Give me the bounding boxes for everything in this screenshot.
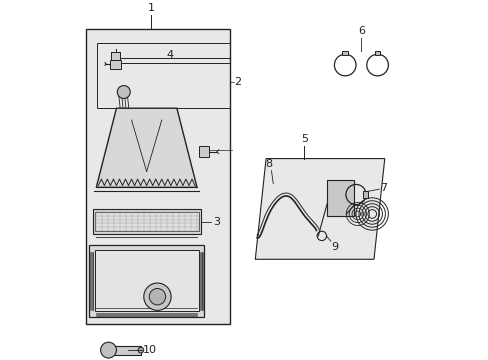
Text: 6: 6 xyxy=(357,26,364,36)
Text: 4: 4 xyxy=(166,50,173,60)
Circle shape xyxy=(138,347,143,353)
Bar xyxy=(374,51,380,55)
Text: 10: 10 xyxy=(143,345,157,355)
Circle shape xyxy=(101,342,116,358)
Circle shape xyxy=(143,283,171,310)
Bar xyxy=(94,212,199,231)
Bar xyxy=(199,146,209,157)
Bar xyxy=(363,191,367,198)
Polygon shape xyxy=(255,158,384,259)
Bar xyxy=(89,245,204,317)
Bar xyxy=(93,209,200,234)
Text: 3: 3 xyxy=(213,216,220,226)
Bar xyxy=(94,250,199,311)
Text: 2: 2 xyxy=(233,77,241,87)
Polygon shape xyxy=(96,108,197,187)
Bar xyxy=(111,53,120,60)
Text: 5: 5 xyxy=(301,134,307,144)
Text: 1: 1 xyxy=(147,3,154,13)
Circle shape xyxy=(117,86,130,99)
Text: 9: 9 xyxy=(331,242,338,252)
Bar xyxy=(326,180,353,216)
Circle shape xyxy=(149,288,165,305)
Bar xyxy=(97,44,230,108)
Bar xyxy=(108,346,141,355)
Bar xyxy=(86,29,230,324)
Bar xyxy=(342,51,347,55)
Text: 7: 7 xyxy=(380,183,387,193)
Text: 8: 8 xyxy=(265,159,272,168)
Bar xyxy=(109,60,121,69)
